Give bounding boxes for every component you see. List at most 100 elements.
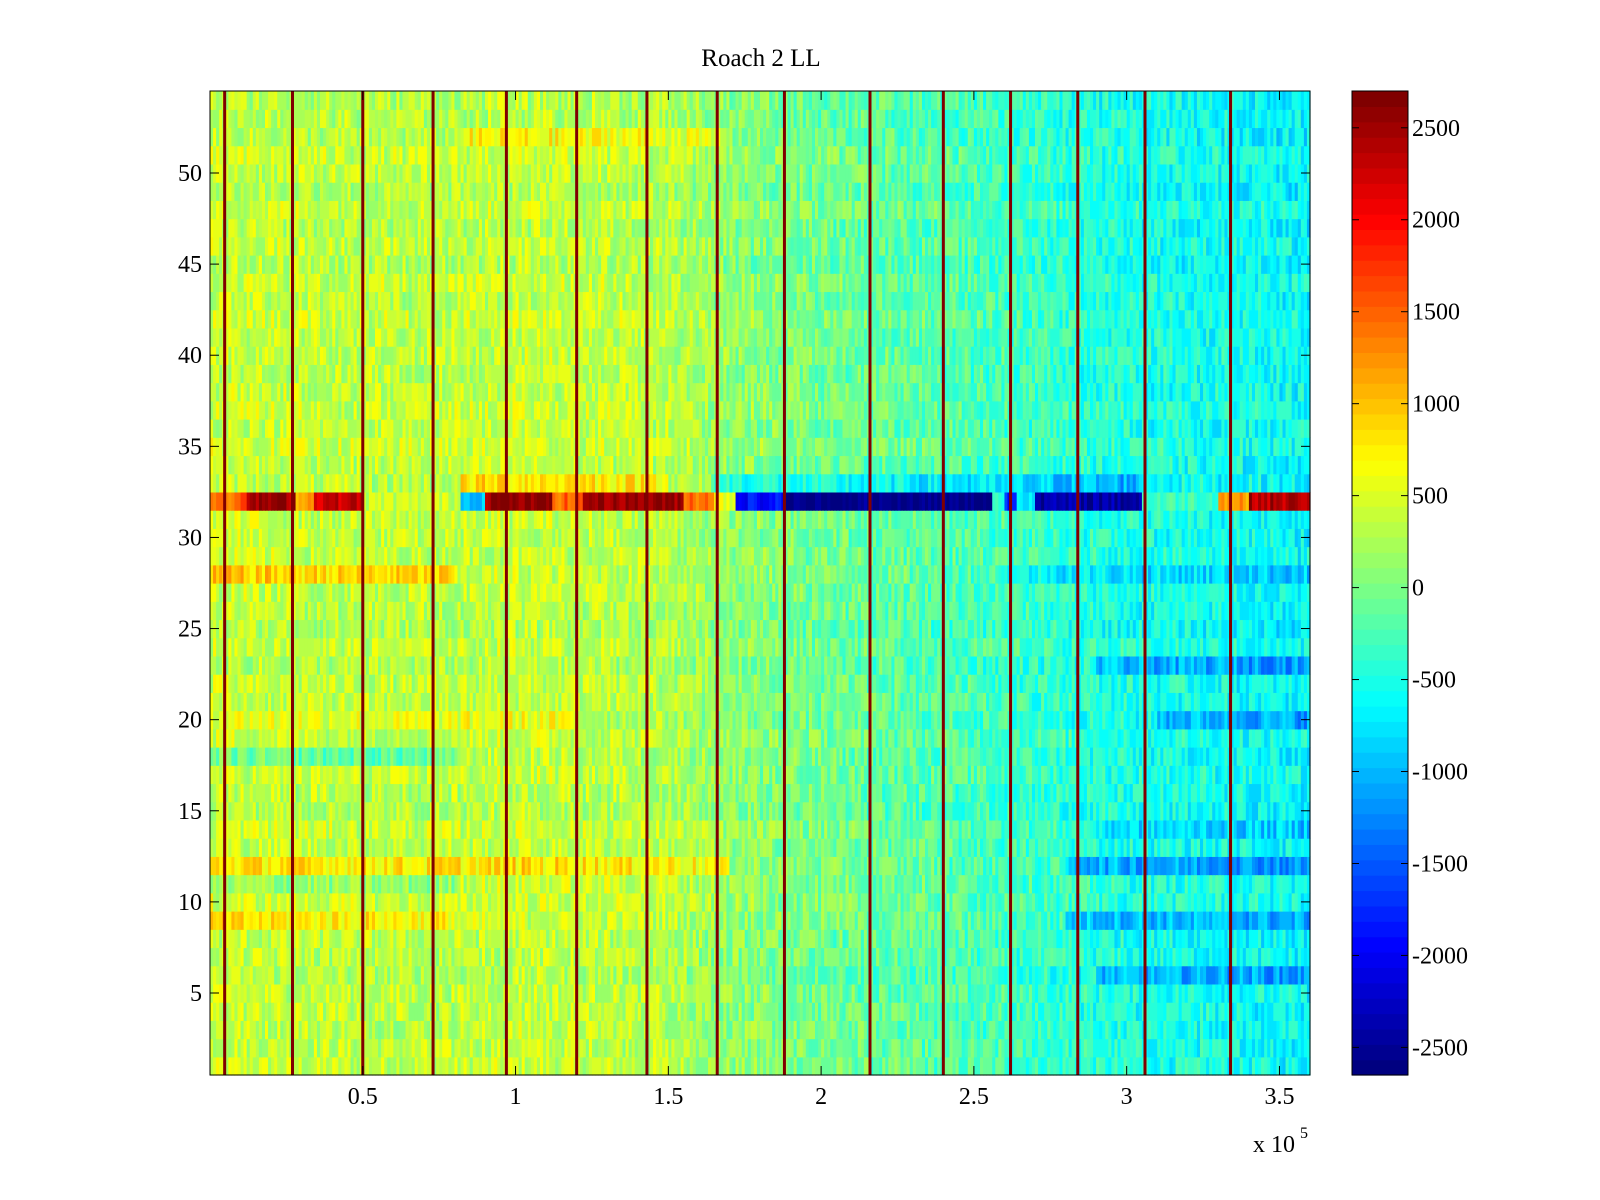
heatmap-cell: [995, 1056, 999, 1076]
heatmap-cell: [1096, 1020, 1100, 1040]
heatmap-cell: [747, 983, 752, 1003]
heatmap-cell: [683, 983, 688, 1003]
heatmap-cell: [882, 1020, 886, 1040]
heatmap-cell: [463, 983, 468, 1003]
heatmap-cell: [301, 1002, 306, 1021]
heatmap-cell: [772, 1020, 776, 1040]
heatmap-cell: [903, 1038, 908, 1058]
heatmap-cell: [784, 1038, 789, 1058]
heatmap-cell: [228, 1020, 232, 1040]
heatmap-cell: [234, 1056, 239, 1076]
heatmap-cell: [488, 983, 492, 1003]
heatmap-cell: [408, 1002, 413, 1021]
heatmap-cell: [1224, 1020, 1229, 1040]
heatmap-cell: [827, 983, 831, 1003]
heatmap-cell: [1090, 1002, 1094, 1021]
heatmap-cell: [350, 1038, 355, 1058]
heatmap-cell: [491, 1020, 495, 1040]
heatmap-cell: [873, 1020, 877, 1040]
heatmap-cell: [540, 1002, 544, 1021]
heatmap-cell: [552, 1038, 556, 1058]
heatmap-cell: [362, 1020, 367, 1040]
heatmap-cell: [1187, 1056, 1192, 1076]
heatmap-cell: [530, 1020, 535, 1040]
heatmap-cell: [885, 983, 889, 1003]
heatmap-cell: [778, 1056, 782, 1076]
heatmap-cell: [591, 1002, 596, 1021]
heatmap-cell: [857, 1038, 862, 1058]
heatmap-cell: [555, 1002, 559, 1021]
heatmap-cells: [210, 91, 1311, 1076]
heatmap-cell: [320, 1038, 324, 1058]
heatmap-cell: [326, 1038, 330, 1058]
heatmap-cell: [457, 1020, 462, 1040]
heatmap-cell: [512, 1002, 517, 1021]
heatmap-cell: [671, 1056, 676, 1076]
heatmap-cell: [723, 1056, 727, 1076]
heatmap-cell: [1025, 1056, 1030, 1076]
heatmap-cell: [494, 1056, 498, 1076]
heatmap-cell: [1255, 1038, 1259, 1058]
heatmap-cell: [433, 1056, 437, 1076]
heatmap-cell: [1160, 1002, 1164, 1021]
heatmap-cell: [686, 1020, 691, 1040]
heatmap-cell: [799, 983, 804, 1003]
heatmap-cell: [1044, 1020, 1048, 1040]
heatmap-cell: [821, 983, 825, 1003]
heatmap-cell: [426, 1056, 431, 1076]
heatmap-cell: [1154, 1056, 1158, 1076]
heatmap-cell: [653, 1002, 657, 1021]
heatmap-cell: [1273, 1056, 1277, 1076]
heatmap-cell: [304, 983, 309, 1003]
heatmap-cell: [335, 1038, 339, 1058]
heatmap-cell: [698, 1020, 703, 1040]
heatmap-cell: [1255, 1056, 1259, 1076]
heatmap-cell: [805, 1056, 810, 1076]
heatmap-cell: [683, 1002, 688, 1021]
heatmap-cell: [1010, 1020, 1015, 1040]
heatmap-cell: [231, 983, 236, 1003]
heatmap-cell: [390, 1002, 394, 1021]
heatmap-cell: [668, 1020, 672, 1040]
heatmap-cell: [518, 1056, 523, 1076]
heatmap-cell: [695, 1038, 700, 1058]
heatmap-cell: [1099, 1056, 1103, 1076]
heatmap-cell: [1297, 1056, 1302, 1076]
heatmap-cell: [591, 983, 596, 1003]
heatmap-cell: [897, 1020, 902, 1040]
heatmap-cell: [368, 1056, 373, 1076]
heatmap-cell: [585, 983, 590, 1003]
heatmap-cell: [695, 1002, 700, 1021]
heatmap-cell: [903, 983, 908, 1003]
heatmap-cell: [760, 1056, 764, 1076]
heatmap-cell: [1111, 1038, 1116, 1058]
heatmap-cell: [402, 1020, 407, 1040]
heatmap-cell: [225, 983, 229, 1003]
heatmap-cell: [671, 1020, 676, 1040]
heatmap-cell: [1178, 1020, 1183, 1040]
heatmap-cell: [689, 1020, 694, 1040]
heatmap-cell: [533, 1002, 538, 1021]
heatmap-cell: [350, 983, 355, 1003]
heatmap-cell: [485, 1038, 489, 1058]
heatmap-cell: [1053, 1002, 1057, 1021]
heatmap-cell: [918, 1020, 923, 1040]
heatmap-cell: [213, 1038, 217, 1058]
heatmap-cell: [1279, 1002, 1284, 1021]
heatmap-cell: [536, 983, 541, 1003]
heatmap-cell: [1154, 1038, 1158, 1058]
heatmap-cell: [375, 1002, 379, 1021]
heatmap-cell: [796, 1020, 801, 1040]
heatmap-cell: [729, 1056, 734, 1076]
heatmap-cell: [582, 1038, 587, 1058]
heatmap-cell: [692, 1038, 697, 1058]
heatmap-cell: [1028, 1020, 1033, 1040]
heatmap-cell: [943, 1020, 947, 1040]
heatmap-cell: [625, 1020, 630, 1040]
heatmap-cell: [1001, 1056, 1006, 1076]
heatmap-cell: [796, 1002, 801, 1021]
heatmap-cell: [1251, 1020, 1256, 1040]
heatmap-cell: [442, 1020, 446, 1040]
heatmap-cell: [802, 1020, 807, 1040]
heatmap-cell: [582, 983, 587, 1003]
